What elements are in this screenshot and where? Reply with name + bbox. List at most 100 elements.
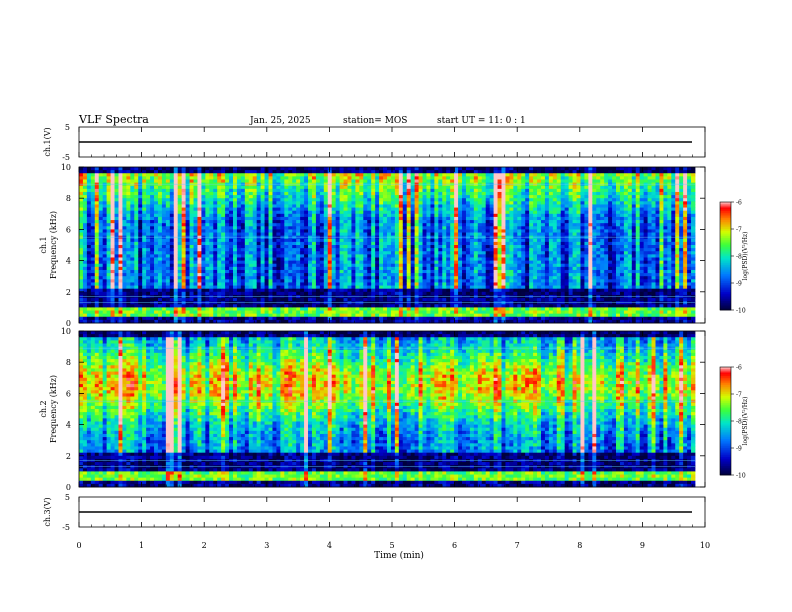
spectrogram-cell bbox=[323, 282, 329, 286]
spectrogram-cell bbox=[414, 185, 419, 190]
spectrogram-cell bbox=[379, 213, 384, 218]
spectrogram-cell bbox=[122, 298, 127, 302]
spectrogram-cell bbox=[331, 232, 337, 237]
spectrogram-cell bbox=[442, 188, 447, 193]
spectrogram-cell bbox=[86, 257, 92, 261]
spectrogram-cell bbox=[252, 260, 258, 265]
spectrogram-cell bbox=[383, 319, 388, 324]
spectrogram-cell bbox=[90, 213, 96, 218]
spectrogram-cell bbox=[343, 257, 348, 261]
spectrogram-cell bbox=[430, 213, 435, 218]
spectrogram-cell bbox=[434, 201, 439, 205]
spectrogram-cell bbox=[157, 266, 163, 271]
spectrogram-cell bbox=[236, 204, 242, 208]
spectrogram-cell bbox=[355, 316, 360, 321]
spectrogram-cell bbox=[193, 229, 198, 233]
spectrogram-cell bbox=[240, 213, 246, 218]
spectrogram-cell bbox=[469, 220, 475, 224]
spectrogram-cell bbox=[138, 266, 143, 271]
spectrogram-cell bbox=[390, 245, 396, 249]
spectrogram-cell bbox=[327, 313, 333, 318]
spectrogram-cell bbox=[335, 204, 341, 208]
spectrogram-cell bbox=[225, 207, 230, 212]
spectrogram-cell bbox=[386, 226, 392, 230]
spectrogram-cell bbox=[465, 254, 471, 258]
spectrogram-cell bbox=[134, 204, 139, 208]
spectrogram-cell bbox=[233, 316, 238, 321]
spectrogram-cell bbox=[201, 201, 206, 205]
spectrogram-cell bbox=[229, 216, 234, 221]
spectrogram-cell bbox=[398, 245, 404, 249]
spectrogram-cell bbox=[280, 241, 285, 246]
spectrogram-cell bbox=[161, 210, 167, 215]
spectrogram-cell bbox=[154, 220, 159, 224]
spectrogram-cell bbox=[134, 251, 139, 255]
station-label: station= MOS bbox=[343, 116, 407, 126]
spectrogram-cell bbox=[213, 288, 218, 293]
date-label: Jan. 25, 2025 bbox=[249, 116, 311, 126]
spectrogram-cell bbox=[284, 260, 289, 265]
spectrogram-cell bbox=[138, 273, 143, 277]
spectrogram-cell bbox=[422, 273, 427, 277]
spectrogram-cell bbox=[94, 198, 100, 202]
spectrogram-cell bbox=[189, 188, 194, 193]
spectrogram-cell bbox=[177, 298, 183, 302]
spectrogram-cell bbox=[375, 245, 380, 249]
spectrogram-cell bbox=[142, 195, 147, 199]
spectrogram-cell bbox=[462, 254, 467, 258]
spectrogram-cell bbox=[343, 176, 348, 180]
spectrogram-cell bbox=[229, 319, 234, 324]
spectrogram-cell bbox=[458, 285, 463, 290]
spectrogram-cell bbox=[181, 210, 187, 215]
spectrogram-cell bbox=[244, 291, 250, 296]
spectrogram-cell bbox=[394, 282, 400, 286]
spectrogram-cell bbox=[371, 213, 376, 218]
spectrogram-cell bbox=[355, 173, 360, 177]
spectrogram-cell bbox=[106, 263, 111, 268]
spectrogram-cell bbox=[138, 170, 143, 174]
spectrogram-cell bbox=[209, 188, 214, 193]
spectrogram-cell bbox=[201, 188, 206, 193]
spectrogram-cell bbox=[146, 241, 151, 246]
spectrogram-cell bbox=[327, 257, 333, 261]
spectrogram-cell bbox=[367, 313, 372, 318]
spectrogram-cell bbox=[102, 220, 108, 224]
spectrogram-cell bbox=[205, 238, 210, 243]
spectrogram-cell bbox=[268, 248, 273, 252]
spectrogram-cell bbox=[94, 304, 100, 308]
spectrogram-cell bbox=[110, 232, 115, 237]
spectrogram-cell bbox=[398, 201, 404, 205]
spectrogram-cell bbox=[193, 266, 198, 271]
spectrogram-cell bbox=[383, 279, 388, 283]
spectrogram-cell bbox=[181, 185, 187, 190]
spectrogram-cell bbox=[327, 260, 333, 265]
spectrogram-cell bbox=[260, 188, 265, 193]
spectrogram-cell bbox=[308, 254, 313, 258]
spectrogram-cell bbox=[150, 285, 155, 290]
spectrogram-cell bbox=[406, 188, 412, 193]
spectrogram-cell bbox=[94, 238, 100, 243]
spectrogram-cell bbox=[154, 266, 159, 271]
spectrogram-cell bbox=[122, 251, 127, 255]
spectrogram-cell bbox=[173, 167, 179, 171]
spectrogram-cell bbox=[110, 220, 115, 224]
spectrogram-cell bbox=[296, 316, 301, 321]
spectrogram-cell bbox=[225, 245, 230, 249]
spectrogram-cell bbox=[363, 319, 368, 324]
spectrogram-cell bbox=[280, 210, 285, 215]
spectrogram-cell bbox=[327, 179, 333, 183]
spectrogram-cell bbox=[146, 204, 151, 208]
spectrogram-cell bbox=[217, 279, 222, 283]
spectrogram-cell bbox=[225, 176, 230, 180]
spectrogram-cell bbox=[185, 279, 190, 283]
spectrogram-cell bbox=[106, 273, 111, 277]
spectrogram-cell bbox=[292, 223, 297, 227]
spectrogram-cell bbox=[225, 173, 230, 177]
spectrogram-cell bbox=[311, 241, 317, 246]
spectrogram-cell bbox=[106, 254, 111, 258]
spectrogram-cell bbox=[209, 213, 214, 218]
spectrogram-cell bbox=[280, 276, 285, 280]
spectrogram-cell bbox=[213, 273, 218, 277]
spectrogram-cell bbox=[205, 191, 210, 196]
spectrogram-cell bbox=[268, 223, 273, 227]
